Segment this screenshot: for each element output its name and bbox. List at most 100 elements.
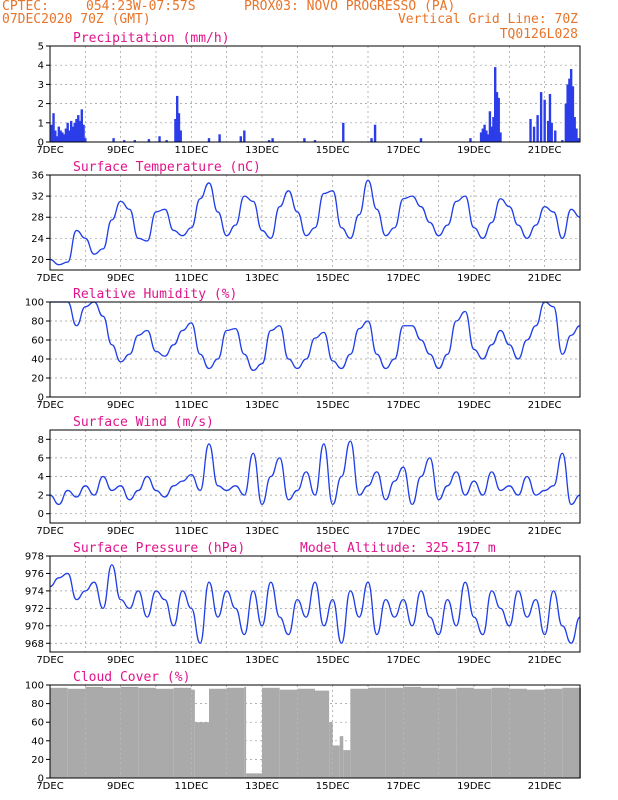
precipitation-bar — [62, 134, 66, 142]
y-tick-label: 36 — [31, 171, 44, 182]
precipitation-bar — [575, 128, 578, 142]
precipitation-bar — [239, 136, 242, 142]
header-coords: 054:23W-07:57S — [86, 0, 196, 14]
x-tick-label: 17DEC — [386, 526, 420, 537]
x-tick-label: 17DEC — [386, 400, 420, 411]
cloud-cover-bar — [315, 690, 330, 778]
x-tick-label: 9DEC — [107, 655, 134, 666]
x-tick-label: 21DEC — [528, 781, 562, 792]
x-tick-label: 19DEC — [457, 273, 491, 284]
x-tick-label: 19DEC — [457, 400, 491, 411]
precipitation-bar — [52, 113, 55, 142]
precipitation-bar — [207, 138, 211, 142]
plot-frame — [49, 301, 581, 398]
precipitation-bar — [50, 124, 53, 142]
precipitation-bar — [543, 99, 546, 142]
precipitation-bar — [80, 109, 83, 142]
chart-header: CPTEC: 054:23W-07:57S PROX03: NOVO PROGR… — [2, 0, 578, 42]
precipitation-bar — [370, 138, 373, 142]
plot-frame — [49, 684, 581, 779]
cloud-cover-bar — [343, 750, 351, 778]
precipitation-bar — [554, 130, 557, 142]
precipitation-bar — [532, 126, 536, 142]
precipitation-bar — [177, 113, 181, 142]
y-tick-label: 4 — [38, 472, 44, 483]
precipitation-bar — [112, 138, 115, 142]
cloud-cover-bar — [329, 722, 333, 778]
cloud-cover-bar — [209, 688, 227, 778]
x-tick-label: 11DEC — [174, 273, 208, 284]
y-tick-label: 978 — [25, 552, 44, 563]
precipitation-bar — [481, 128, 485, 142]
precipitation-bar — [267, 140, 271, 142]
precipitation-bar — [529, 118, 532, 142]
temperature-panel: 20 24 28 32 36 7DEC 9DEC 11DEC 13DEC 15DEC 17DEC 19… — [31, 160, 581, 284]
y-tick-label: 4 — [38, 61, 44, 72]
y-tick-label: 60 — [31, 336, 44, 347]
precipitation-bar — [342, 122, 345, 142]
precipitation-bar — [78, 120, 82, 142]
precipitation-bar — [577, 138, 580, 142]
x-tick-label: 9DEC — [107, 526, 134, 537]
cloud-cover-bar — [385, 687, 404, 778]
cloud-cover-bar — [491, 687, 510, 778]
precipitation-bar — [59, 130, 62, 142]
x-tick-label: 21DEC — [528, 273, 562, 284]
humidity-line — [50, 301, 581, 372]
x-tick-label: 11DEC — [174, 526, 208, 537]
precipitation-bar — [550, 122, 553, 142]
precipitation-bar — [243, 130, 246, 142]
precipitation-bar — [495, 92, 499, 142]
precipitation-bar — [71, 126, 75, 142]
y-tick-label: 972 — [25, 604, 44, 615]
cloud-cover-bar — [191, 689, 195, 778]
precipitation-bar — [61, 132, 64, 142]
precipitation-bar — [536, 115, 539, 142]
x-tick-label: 13DEC — [245, 273, 279, 284]
precipitation-bar — [73, 122, 76, 142]
cloud-cover-title: Cloud Cover (%) — [73, 670, 190, 685]
precipitation-bar — [75, 118, 78, 142]
x-tick-label: 17DEC — [386, 781, 420, 792]
precipitation-bar — [483, 124, 486, 142]
y-tick-label: 20 — [31, 255, 44, 266]
precipitation-bar — [569, 69, 573, 142]
precipitation-bar — [176, 95, 179, 142]
precipitation-bar — [84, 138, 87, 142]
y-tick-label: 5 — [38, 42, 44, 53]
x-tick-label: 11DEC — [174, 400, 208, 411]
precipitation-bar — [373, 124, 377, 142]
precipitation-bar — [485, 130, 488, 142]
x-tick-label: 13DEC — [245, 400, 279, 411]
y-tick-label: 0 — [38, 393, 44, 404]
cloud-cover-bar — [421, 687, 439, 778]
precipitation-bar — [490, 126, 493, 142]
header-station: PROX03: NOVO PROGRESSO (PA) — [244, 0, 455, 14]
precipitation-bar — [571, 86, 575, 142]
y-tick-label: 0 — [38, 509, 44, 520]
precipitation-bar — [548, 94, 552, 142]
y-tick-label: 974 — [25, 586, 44, 597]
precipitation-bar — [494, 67, 497, 142]
precipitation-bar — [165, 140, 168, 142]
humidity-panel: 0 20 40 60 80 100 7DEC 9DEC 11DEC 13DEC 15DEC 17DEC… — [25, 287, 581, 411]
cloud-cover-bar — [244, 686, 247, 778]
x-tick-label: 11DEC — [174, 781, 208, 792]
precipitation-bar — [547, 120, 550, 142]
precipitation-bar — [564, 103, 568, 142]
precipitation-bar — [469, 138, 472, 142]
wind-panel: 0 2 4 6 8 7DEC 9DEC 11DEC 13DEC 15DEC 17DEC 19DEC 21… — [36, 415, 581, 537]
y-tick-label: 968 — [25, 639, 44, 650]
x-tick-label: 13DEC — [245, 781, 279, 792]
x-tick-label: 21DEC — [528, 400, 562, 411]
precipitation-bar — [77, 115, 80, 142]
x-tick-label: 13DEC — [245, 145, 279, 156]
x-tick-label: 19DEC — [457, 781, 491, 792]
precipitation-bar — [218, 134, 221, 142]
precipitation-bar — [419, 138, 423, 142]
cloud-cover-bar — [562, 687, 580, 778]
precipitation-bar — [123, 140, 126, 142]
x-tick-label: 7DEC — [36, 273, 63, 284]
temperature-line — [49, 179, 581, 266]
plot-frame — [49, 174, 581, 271]
